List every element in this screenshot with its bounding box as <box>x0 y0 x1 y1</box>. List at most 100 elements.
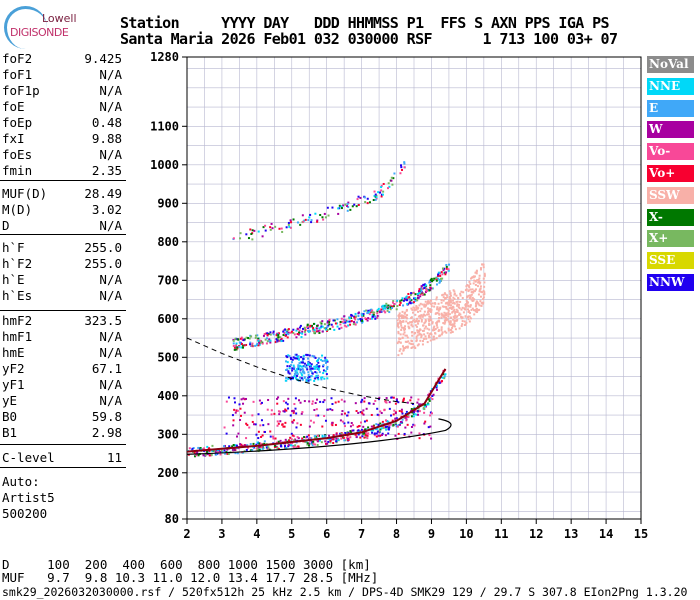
echo-point <box>418 432 421 435</box>
echo-point <box>483 293 486 296</box>
param-value: 9.88 <box>91 131 122 146</box>
echo-point <box>448 302 451 305</box>
echo-point <box>300 372 303 375</box>
echo-point <box>193 451 196 454</box>
echo-point <box>410 299 413 302</box>
echo-point <box>276 397 279 400</box>
echo-point <box>385 397 388 400</box>
echo-point <box>400 352 403 355</box>
echo-point <box>256 441 259 444</box>
echo-point <box>438 281 441 284</box>
echo-point <box>425 337 428 340</box>
echo-point <box>454 311 457 314</box>
echo-point <box>413 412 416 415</box>
param-md: M(D) 3.02 <box>2 202 122 218</box>
echo-point <box>405 299 408 302</box>
echo-point <box>391 301 394 304</box>
echo-point <box>338 204 341 207</box>
echo-point <box>482 301 485 304</box>
echo-point <box>277 332 280 335</box>
echo-point <box>443 315 446 318</box>
echo-point <box>449 299 452 302</box>
echo-point <box>361 412 364 415</box>
echo-point <box>284 438 287 441</box>
echo-point <box>288 355 291 358</box>
echo-point <box>405 320 408 323</box>
echo-point <box>461 306 464 309</box>
echo-point <box>359 319 362 322</box>
echo-point <box>339 419 342 422</box>
echo-point <box>239 407 242 410</box>
echo-point <box>315 330 318 333</box>
echo-point <box>403 432 406 435</box>
echo-point <box>397 332 400 335</box>
echo-point <box>309 378 312 381</box>
echo-point <box>354 315 357 318</box>
echo-point <box>247 337 250 340</box>
echo-point <box>334 322 337 325</box>
echo-point <box>257 339 260 342</box>
echo-point <box>206 450 209 453</box>
echo-point <box>441 294 444 297</box>
echo-point <box>360 421 363 424</box>
echo-point <box>361 314 364 317</box>
echo-point <box>400 320 403 323</box>
echo-point <box>432 393 435 396</box>
echo-point <box>407 325 410 328</box>
echo-point <box>354 402 357 405</box>
echo-point <box>392 305 395 308</box>
echo-point <box>439 306 442 309</box>
echo-point <box>197 454 200 457</box>
echo-point <box>477 302 480 305</box>
echo-point <box>446 302 449 305</box>
echo-point <box>313 365 316 368</box>
echo-point <box>311 444 314 447</box>
echo-point <box>256 448 259 451</box>
echo-point <box>245 233 248 236</box>
echo-point <box>242 402 245 405</box>
echo-point <box>295 357 298 360</box>
echo-point <box>392 177 395 180</box>
echo-point <box>225 400 228 403</box>
echo-point <box>287 354 290 357</box>
echo-point <box>313 408 316 411</box>
echo-point <box>417 297 420 300</box>
echo-point <box>449 292 452 295</box>
echo-point <box>482 266 485 269</box>
echo-point <box>335 437 338 440</box>
echo-point <box>464 315 467 318</box>
echo-point <box>287 328 290 331</box>
echo-point <box>446 308 449 311</box>
echo-point <box>217 450 220 453</box>
echo-point <box>320 325 323 328</box>
echo-point <box>403 331 406 334</box>
echo-point <box>250 344 253 347</box>
echo-point <box>315 371 318 374</box>
echo-point <box>447 315 450 318</box>
echo-point <box>457 297 460 300</box>
echo-point <box>428 309 431 312</box>
param-key: hmE <box>2 345 25 360</box>
echo-point <box>220 449 223 452</box>
echo-point <box>431 287 434 290</box>
echo-point <box>255 344 258 347</box>
echo-point <box>420 334 423 337</box>
echo-point <box>234 444 237 447</box>
echo-point <box>408 327 411 330</box>
echo-point <box>335 433 338 436</box>
echo-point <box>435 386 438 389</box>
echo-point <box>404 426 407 429</box>
echo-point <box>260 446 263 449</box>
echo-point <box>423 310 426 313</box>
echo-point <box>368 201 371 204</box>
echo-point <box>286 361 289 364</box>
echo-point <box>389 308 392 311</box>
echo-point <box>405 296 408 299</box>
echo-point <box>304 218 307 221</box>
echo-point <box>430 319 433 322</box>
legend-sse: SSE <box>647 252 694 270</box>
echo-point <box>315 375 318 378</box>
echo-point <box>378 309 381 312</box>
echo-point <box>329 440 332 443</box>
echo-point <box>398 312 401 315</box>
